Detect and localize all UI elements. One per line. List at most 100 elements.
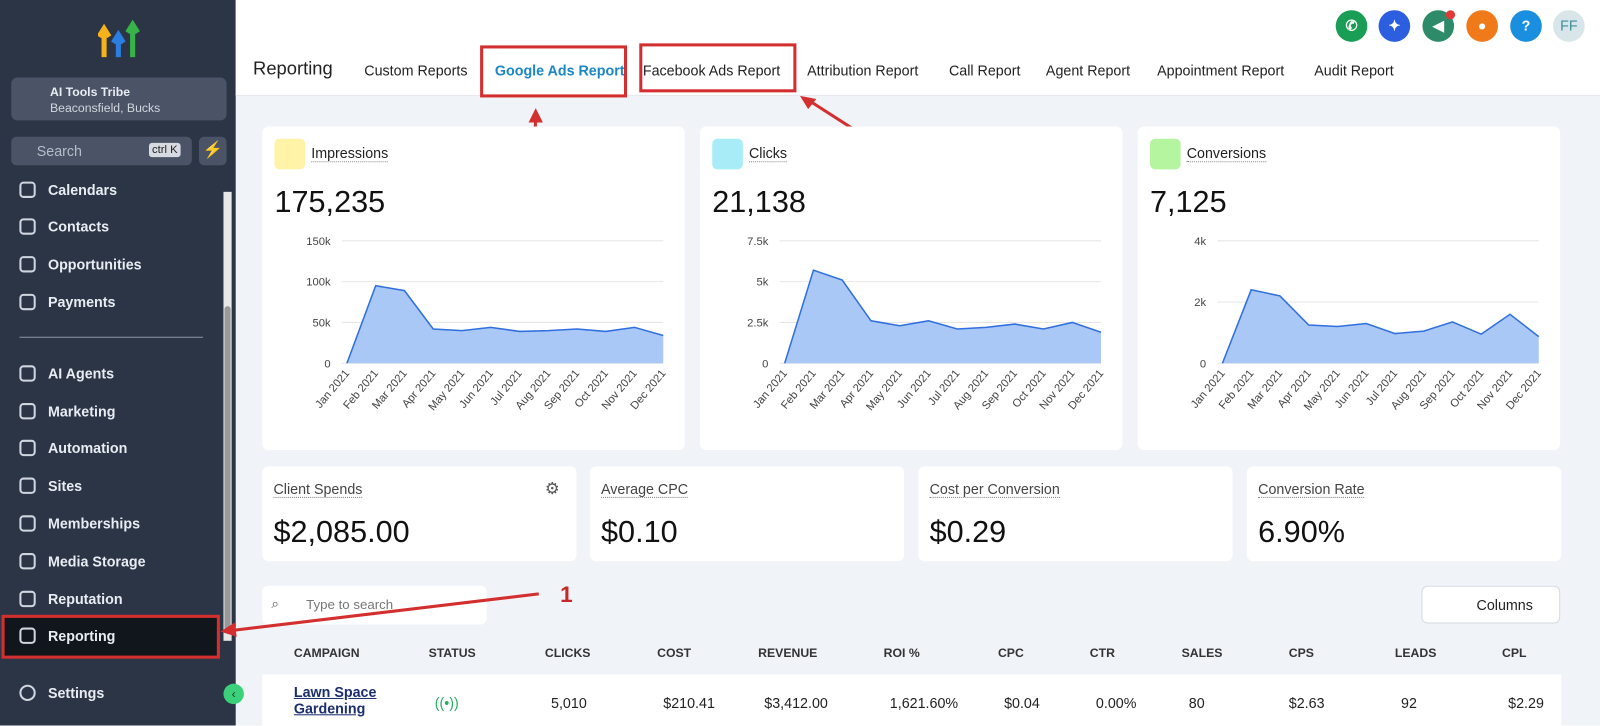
card-title: Impressions <box>311 144 389 163</box>
search-icon: ⌕ <box>271 595 279 612</box>
metric-value: $0.29 <box>929 515 1007 549</box>
table-row <box>262 674 1562 726</box>
avatar[interactable]: FF <box>1553 10 1585 42</box>
card-icon <box>712 138 743 170</box>
annotation: 1 <box>560 582 572 607</box>
nav-item[interactable]: Contacts <box>47 218 110 235</box>
column-header[interactable]: COST <box>657 645 692 661</box>
y-tick-label: 0 <box>324 358 330 370</box>
column-header[interactable]: ROI % <box>883 645 920 661</box>
chart-card: Conversions 7,125 0 2k 4k Jan 2021 Feb 2021 Mar… <box>1137 126 1561 450</box>
card-title: Clicks <box>748 144 788 163</box>
campaign-link[interactable]: Lawn Space Gardening <box>293 683 377 717</box>
card-title: Conversions <box>1186 144 1267 163</box>
nav-item[interactable]: Reputation <box>47 590 123 608</box>
column-header[interactable]: STATUS <box>428 645 476 661</box>
tab[interactable]: Agent Report <box>1045 62 1131 79</box>
metric-card: Average CPC $0.10 <box>589 466 905 562</box>
line <box>1221 288 1540 364</box>
cell: $210.41 <box>663 694 715 712</box>
settings-icon[interactable]: ⚙ <box>544 480 560 498</box>
nav-item[interactable]: Memberships <box>47 515 141 532</box>
cell: $2.63 <box>1288 694 1325 712</box>
badge <box>1445 10 1456 20</box>
column-header[interactable]: REVENUE <box>758 645 818 661</box>
metric-label: Average CPC <box>601 480 689 498</box>
nav-item[interactable]: Marketing <box>47 403 116 420</box>
card-icon <box>1149 138 1181 170</box>
nav-item[interactable]: Opportunities <box>47 256 142 273</box>
chart-card: Impressions 175,235 0 50k 100k 150k Jan 2021 Fe… <box>262 126 685 450</box>
nav-icon <box>19 439 36 457</box>
y-tick-label: 100k <box>306 277 331 289</box>
nav-item[interactable]: Sites <box>47 477 83 494</box>
account-location: Beaconsfield, Bucks <box>49 101 161 116</box>
tab[interactable]: Custom Reports <box>364 62 468 79</box>
nav-item[interactable]: Media Storage <box>47 553 146 570</box>
column-header[interactable]: CPL <box>1502 645 1527 661</box>
cell: $0.04 <box>1004 694 1040 712</box>
metric-card: Cost per Conversion $0.29 <box>918 466 1233 562</box>
columns-button[interactable] <box>1421 585 1561 624</box>
nav-icon <box>19 181 36 198</box>
ai-button[interactable]: ✦ <box>1378 10 1411 42</box>
nav-item[interactable]: Automation <box>47 439 128 457</box>
nav-item[interactable]: Reporting <box>47 627 116 644</box>
sidebar: AI Tools Tribe Beaconsfield, Bucks Searc… <box>0 0 244 726</box>
help-button[interactable]: ? <box>1510 10 1542 42</box>
nav-item[interactable]: Calendars <box>47 181 118 198</box>
tab[interactable]: Google Ads Report <box>494 62 625 79</box>
card-value: 175,235 <box>274 185 386 220</box>
y-tick-label: 2.5k <box>747 318 769 330</box>
tab[interactable]: Facebook Ads Report <box>642 62 781 79</box>
column-header[interactable]: CPC <box>997 645 1024 661</box>
search-placeholder: Search <box>36 142 82 160</box>
y-tick-label: 50k <box>313 318 331 330</box>
quick-action[interactable]: ⚡ <box>198 136 227 166</box>
line <box>783 269 1102 364</box>
notifications-button[interactable]: ● <box>1466 10 1498 42</box>
y-tick-label: 0 <box>762 358 768 370</box>
metric-value: $2,085.00 <box>273 515 410 549</box>
column-header[interactable]: CAMPAIGN <box>293 645 360 661</box>
card-icon <box>274 138 306 170</box>
metric-label: Client Spends <box>273 480 363 498</box>
card-value: 21,138 <box>712 185 806 220</box>
nav-item[interactable]: AI Agents <box>47 365 115 382</box>
tab[interactable]: Call Report <box>948 62 1021 79</box>
nav-icon <box>19 365 36 382</box>
column-header[interactable]: SALES <box>1181 645 1223 661</box>
cell: 5,010 <box>551 694 587 712</box>
area <box>784 270 1102 364</box>
metric-card: Client Spends $2,085.00 ⚙ <box>262 466 577 562</box>
phone-button[interactable]: ✆ <box>1335 10 1368 42</box>
nav-icon <box>19 477 36 494</box>
nav-item[interactable]: Payments <box>47 293 116 311</box>
column-header[interactable]: CPS <box>1288 645 1314 661</box>
tab[interactable]: Attribution Report <box>807 62 919 79</box>
settings-icon <box>19 684 36 702</box>
chart-card: Clicks 21,138 0 2.5k 5k 7.5k Jan 2021 Feb 2021 M… <box>699 126 1123 450</box>
page-title: Reporting <box>253 58 333 79</box>
metric-card: Conversion Rate 6.90% <box>1246 466 1562 562</box>
tab[interactable]: Appointment Report <box>1157 62 1285 79</box>
cell: 1,621.60% <box>889 694 959 712</box>
card-value: 7,125 <box>1149 185 1227 220</box>
account-switcher[interactable] <box>11 77 227 121</box>
settings[interactable]: Settings <box>47 684 105 702</box>
header: Reporting ✆ ✦ ◀ ● ? FF Custom Reports Goo… <box>235 0 1600 96</box>
column-header[interactable]: CLICKS <box>544 645 591 661</box>
table-search-placeholder: Type to search <box>306 596 394 613</box>
column-header[interactable]: CTR <box>1089 645 1115 661</box>
y-tick-label: 0 <box>1200 358 1206 370</box>
column-header[interactable]: LEADS <box>1394 645 1437 661</box>
nav-icon <box>19 293 36 311</box>
metric-value: $0.10 <box>601 515 678 549</box>
nav-icon <box>19 627 36 644</box>
collapse-button[interactable]: ‹ <box>223 683 244 705</box>
nav-icon <box>19 515 36 532</box>
tab[interactable]: Audit Report <box>1314 62 1394 79</box>
line <box>346 284 664 364</box>
